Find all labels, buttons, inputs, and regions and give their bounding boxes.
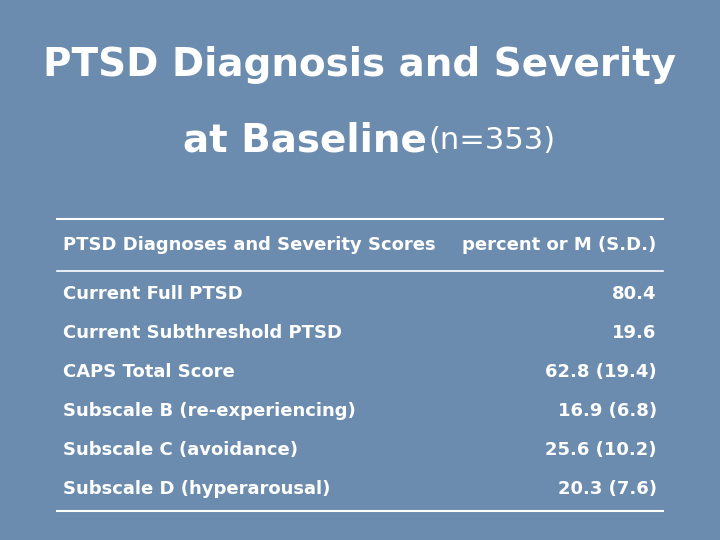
- Text: PTSD Diagnoses and Severity Scores: PTSD Diagnoses and Severity Scores: [63, 235, 436, 254]
- Text: Current Full PTSD: Current Full PTSD: [63, 285, 243, 303]
- Text: Subscale B (re-experiencing): Subscale B (re-experiencing): [63, 402, 356, 420]
- Text: (n=353): (n=353): [428, 126, 556, 155]
- Text: PTSD Diagnosis and Severity: PTSD Diagnosis and Severity: [43, 46, 677, 84]
- Text: CAPS Total Score: CAPS Total Score: [63, 363, 235, 381]
- Text: 19.6: 19.6: [612, 324, 657, 342]
- Text: at Baseline: at Baseline: [184, 122, 427, 159]
- Text: 20.3 (7.6): 20.3 (7.6): [558, 480, 657, 498]
- Text: 16.9 (6.8): 16.9 (6.8): [557, 402, 657, 420]
- Text: Current Subthreshold PTSD: Current Subthreshold PTSD: [63, 324, 342, 342]
- Text: 25.6 (10.2): 25.6 (10.2): [545, 441, 657, 459]
- Text: 80.4: 80.4: [612, 285, 657, 303]
- Text: percent or M (S.D.): percent or M (S.D.): [462, 235, 657, 254]
- Text: Subscale C (avoidance): Subscale C (avoidance): [63, 441, 298, 459]
- Text: 62.8 (19.4): 62.8 (19.4): [545, 363, 657, 381]
- Text: Subscale D (hyperarousal): Subscale D (hyperarousal): [63, 480, 330, 498]
